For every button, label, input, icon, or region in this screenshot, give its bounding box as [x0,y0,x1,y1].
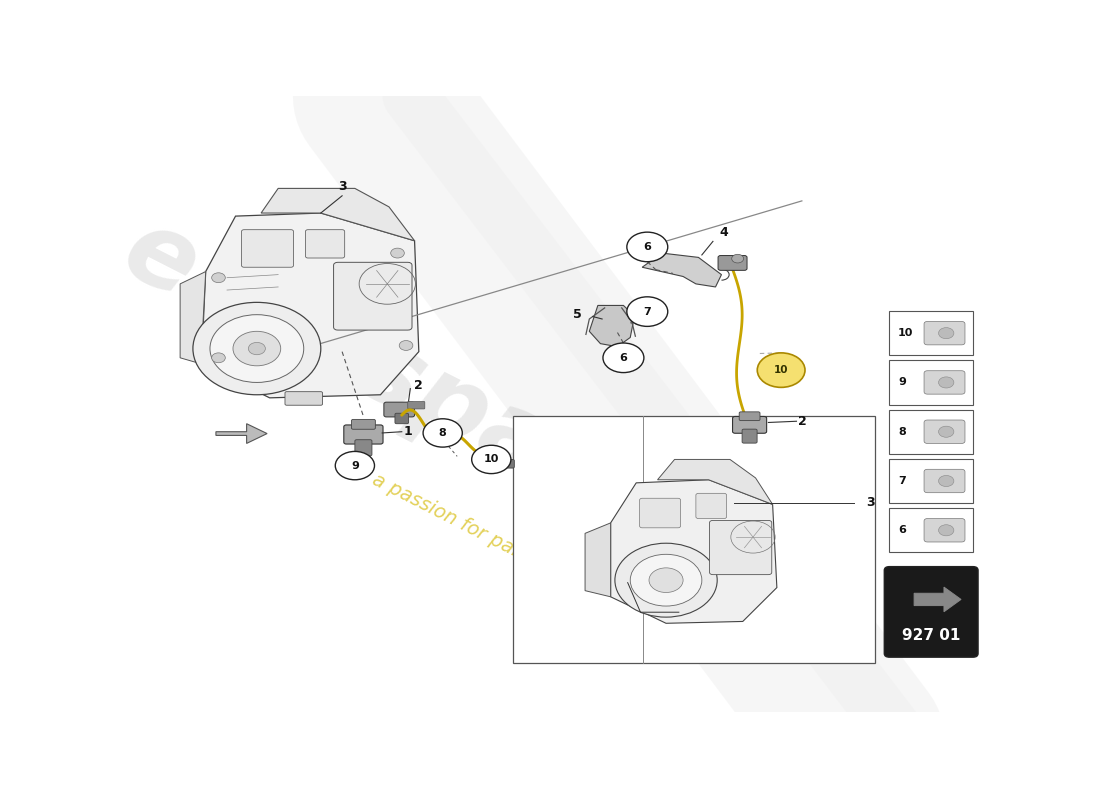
Bar [890,360,972,405]
Circle shape [732,254,744,263]
FancyBboxPatch shape [242,230,294,267]
Text: 6: 6 [644,242,651,252]
FancyBboxPatch shape [924,322,965,345]
Text: 5: 5 [573,308,582,321]
FancyBboxPatch shape [924,370,965,394]
Text: 1: 1 [404,426,412,438]
Text: 10: 10 [484,454,499,465]
Text: 8: 8 [439,428,447,438]
FancyBboxPatch shape [924,470,965,493]
FancyBboxPatch shape [718,255,747,270]
Text: 6: 6 [898,526,905,535]
Bar [513,416,874,662]
FancyBboxPatch shape [495,459,515,468]
Text: 10: 10 [774,365,789,375]
FancyBboxPatch shape [355,440,372,456]
Text: 6: 6 [619,353,627,363]
FancyBboxPatch shape [924,518,965,542]
Polygon shape [261,188,415,241]
FancyBboxPatch shape [306,230,344,258]
Text: a passion for parts since 1965: a passion for parts since 1965 [368,470,639,621]
FancyBboxPatch shape [333,262,412,330]
FancyBboxPatch shape [739,412,760,421]
FancyBboxPatch shape [352,419,375,430]
Text: 10: 10 [898,328,913,338]
FancyBboxPatch shape [639,498,681,528]
Circle shape [192,302,321,394]
Text: 4: 4 [719,226,728,239]
Circle shape [390,248,405,258]
Circle shape [211,273,226,282]
Bar [890,508,972,553]
Circle shape [938,377,954,388]
Circle shape [210,314,304,382]
FancyBboxPatch shape [884,566,978,657]
Text: 9: 9 [351,461,359,470]
Circle shape [649,568,683,593]
Text: 9: 9 [898,378,905,387]
Text: 8: 8 [898,426,905,437]
Circle shape [233,331,280,366]
Text: 7: 7 [898,476,905,486]
FancyBboxPatch shape [395,414,408,424]
Polygon shape [585,523,611,597]
Circle shape [627,297,668,326]
FancyBboxPatch shape [742,429,757,443]
Text: 7: 7 [644,306,651,317]
Bar [890,459,972,503]
Polygon shape [610,480,777,623]
Circle shape [938,475,954,486]
Circle shape [603,343,644,373]
Circle shape [757,353,805,387]
Polygon shape [216,424,267,443]
Circle shape [615,543,717,617]
Polygon shape [914,587,961,612]
Circle shape [938,328,954,338]
Bar [890,410,972,454]
FancyBboxPatch shape [733,417,767,434]
Circle shape [211,353,226,362]
Circle shape [249,342,265,354]
Circle shape [627,232,668,262]
Circle shape [938,426,954,438]
Polygon shape [642,253,722,287]
Text: 2: 2 [415,379,424,392]
Text: 3: 3 [867,496,875,509]
Text: 2: 2 [799,414,807,428]
Text: 927 01: 927 01 [902,628,960,642]
Polygon shape [180,271,206,364]
FancyBboxPatch shape [285,392,322,406]
Bar [890,311,972,355]
Circle shape [424,418,462,447]
Polygon shape [658,459,772,505]
FancyBboxPatch shape [710,521,772,574]
Text: eurospares: eurospares [107,199,732,584]
Text: 3: 3 [338,180,346,194]
Circle shape [336,451,374,480]
Circle shape [399,341,412,350]
Circle shape [472,446,510,474]
FancyBboxPatch shape [384,402,415,417]
Circle shape [938,525,954,536]
FancyBboxPatch shape [344,425,383,444]
Polygon shape [590,306,635,346]
FancyBboxPatch shape [924,420,965,443]
FancyBboxPatch shape [408,402,425,409]
Polygon shape [201,213,419,398]
Circle shape [630,554,702,606]
FancyBboxPatch shape [696,494,727,518]
